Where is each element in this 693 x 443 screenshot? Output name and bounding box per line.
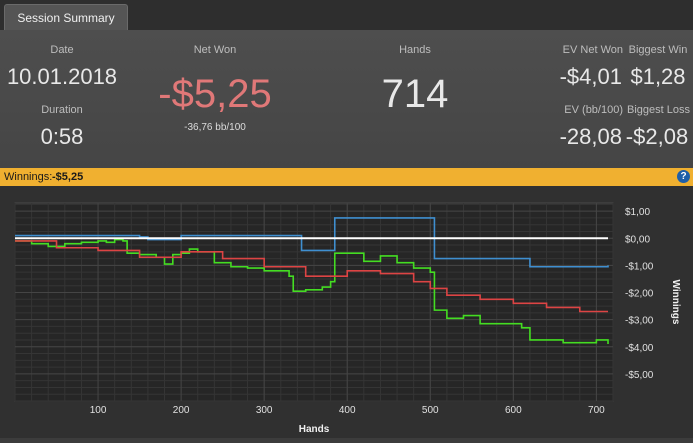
biggest-win-value: $1,28 bbox=[630, 64, 686, 89]
series-line-0 bbox=[15, 238, 609, 345]
hands-label: Hands bbox=[399, 44, 431, 56]
x-tick-label: 100 bbox=[90, 405, 107, 416]
y-tick-label: -$3,00 bbox=[625, 316, 654, 327]
x-tick-label: 300 bbox=[256, 405, 273, 416]
winnings-chart: 100 200 300 400 500 600 700 $1,00 $0,00 -$1,00 -$2… bbox=[0, 186, 693, 438]
x-tick-label: 600 bbox=[505, 405, 522, 416]
net-won-value: -$5,25 bbox=[158, 72, 272, 116]
winnings-chart-svg: 100 200 300 400 500 600 700 $1,00 $0,00 -$1,00 -$2… bbox=[14, 202, 681, 435]
date-value: 10.01.2018 bbox=[6, 64, 118, 89]
tab-session-summary[interactable]: Session Summary bbox=[4, 4, 128, 31]
y-tick-label: $0,00 bbox=[625, 234, 650, 245]
biggest-loss-label: Biggest Loss bbox=[627, 104, 690, 116]
x-tick-label: 400 bbox=[339, 405, 356, 416]
x-tick-label: 200 bbox=[173, 405, 190, 416]
ev-bb100-label: EV (bb/100) bbox=[564, 104, 623, 116]
y-tick-label: -$4,00 bbox=[625, 343, 654, 354]
help-icon[interactable]: ? bbox=[677, 170, 690, 183]
net-won-bb100: -36,76 bb/100 bbox=[184, 122, 246, 133]
x-tick-label: 700 bbox=[588, 405, 605, 416]
winnings-label: Winnings: bbox=[4, 171, 53, 183]
winnings-value: -$5,25 bbox=[52, 171, 84, 183]
x-tick-label: 500 bbox=[422, 405, 439, 416]
y-tick-label: -$1,00 bbox=[625, 261, 654, 272]
series-line-1 bbox=[15, 240, 609, 313]
net-won-label: Net Won bbox=[193, 44, 237, 56]
ev-bb100-value: -28,08 bbox=[559, 124, 622, 149]
tab-bar: Session Summary bbox=[0, 0, 693, 31]
x-axis-label: Hands bbox=[299, 424, 330, 435]
y-tick-label: $1,00 bbox=[625, 207, 650, 218]
biggest-loss-value: -$2,08 bbox=[625, 124, 689, 149]
y-tick-label: -$2,00 bbox=[625, 289, 654, 300]
y-tick-label: -$5,00 bbox=[625, 370, 654, 381]
biggest-win-label: Biggest Win bbox=[628, 44, 688, 56]
winnings-bar: Winnings: -$5,25 ? bbox=[0, 168, 693, 186]
y-axis-label: Winnings bbox=[670, 280, 681, 325]
ev-net-won-label: EV Net Won bbox=[562, 44, 623, 56]
hands-value: 714 bbox=[381, 72, 449, 116]
series-line-2 bbox=[15, 217, 609, 268]
duration-value: 0:58 bbox=[40, 124, 84, 149]
date-label: Date bbox=[50, 44, 74, 56]
ev-net-won-value: -$4,01 bbox=[559, 64, 622, 89]
duration-label: Duration bbox=[41, 104, 83, 116]
session-summary-panel: Date 10.01.2018 Duration 0:58 Net Won -$… bbox=[0, 30, 693, 168]
